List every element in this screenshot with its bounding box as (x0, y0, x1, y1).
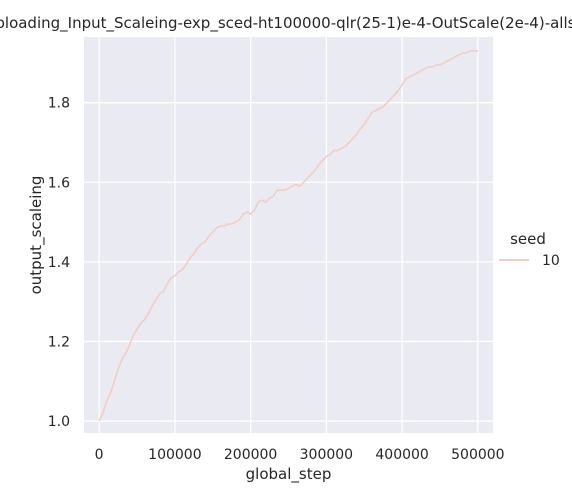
x-tick-label: 500000 (451, 447, 504, 463)
grid-lines (84, 37, 493, 433)
legend: seed 10 (499, 230, 560, 269)
x-tick-label: 100000 (148, 447, 201, 463)
legend-title: seed (510, 230, 546, 248)
y-tick-label: 1.8 (48, 96, 70, 112)
x-tick-label: 200000 (224, 447, 277, 463)
y-tick-label: 1.6 (48, 175, 70, 191)
x-tick-label: 0 (95, 447, 104, 463)
y-axis-label: output_scaleing (27, 176, 46, 295)
x-axis-label: global_step (246, 465, 332, 484)
y-tick-label: 1.4 (48, 255, 70, 271)
chart-title: ploading_Input_Scaleing-exp_sced-ht10000… (0, 14, 572, 33)
x-tick-label: 300000 (300, 447, 353, 463)
x-tick-label: 400000 (375, 447, 428, 463)
series-line-10 (98, 50, 478, 422)
series-layer (98, 50, 478, 422)
legend-label-10: 10 (542, 253, 560, 269)
y-axis-ticks: 1.0 1.2 1.4 1.6 1.8 (48, 96, 70, 430)
x-axis-ticks: 0 100000 200000 300000 400000 500000 (95, 447, 505, 463)
y-tick-label: 1.0 (48, 414, 70, 430)
y-tick-label: 1.2 (48, 334, 70, 350)
plot-area (84, 37, 493, 433)
